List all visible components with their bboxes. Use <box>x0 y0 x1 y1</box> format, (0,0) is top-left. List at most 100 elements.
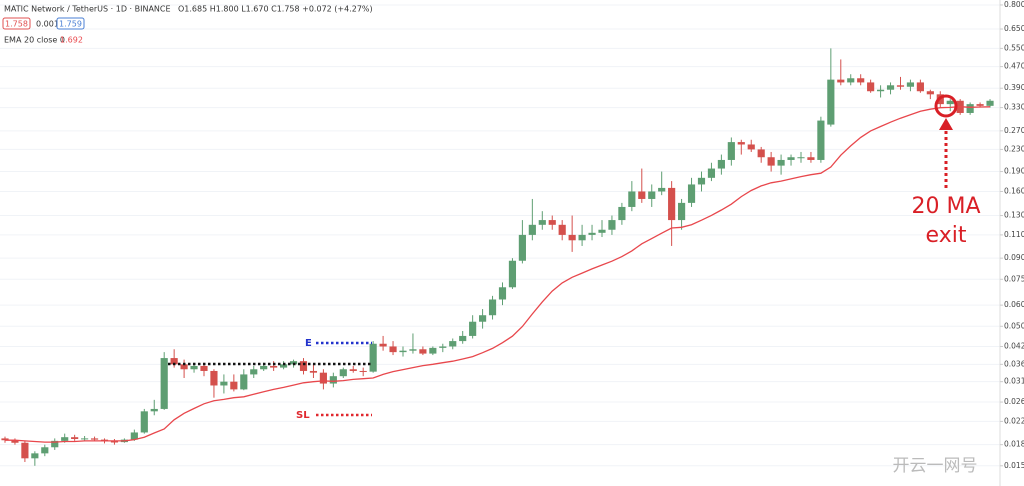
candle-body <box>777 159 785 166</box>
exit-label: 20 MA <box>911 194 980 219</box>
candle-body <box>1 438 9 441</box>
stop-loss-label: SL <box>296 410 310 421</box>
exit-arrow-head <box>939 118 953 130</box>
candle-body <box>449 341 457 347</box>
marks <box>1 48 994 466</box>
candle-body <box>668 187 676 221</box>
candle-body <box>578 234 586 241</box>
y-tick-label: 0.018 <box>1004 440 1024 449</box>
candle-body <box>986 100 994 106</box>
entry-label: E <box>305 338 312 349</box>
candle-body <box>508 260 517 288</box>
candle-body <box>568 234 576 241</box>
candle-body <box>349 369 357 371</box>
candle-body <box>717 159 725 169</box>
candle-body <box>41 447 49 454</box>
candle-body <box>130 432 138 440</box>
candle-body <box>926 91 934 95</box>
candle-body <box>528 224 536 235</box>
candle-body <box>707 168 716 178</box>
y-tick-label: 0.550 <box>1004 43 1024 52</box>
candle-body <box>727 142 735 160</box>
watermark: 开云一网号 <box>893 456 978 476</box>
candle-body <box>737 142 745 145</box>
candle-body <box>389 346 397 353</box>
candle-body <box>548 220 556 225</box>
y-tick-label: 0.160 <box>1004 186 1024 195</box>
candle-body <box>638 191 646 199</box>
y-tick-label: 0.270 <box>1004 126 1024 135</box>
candle-body <box>498 287 507 300</box>
spread-text: 0.001 <box>36 20 59 29</box>
candle-body <box>110 441 119 443</box>
candle-body <box>757 149 765 158</box>
candle-body <box>140 411 148 433</box>
candle-body <box>319 372 327 384</box>
candle-body <box>81 438 89 440</box>
candle-body <box>230 381 238 390</box>
y-tick-label: 0.075 <box>1004 274 1024 283</box>
y-tick-label: 0.130 <box>1004 211 1024 220</box>
candle-body <box>678 202 686 221</box>
y-tick-label: 0.015 <box>1004 461 1024 470</box>
candle-body <box>71 437 79 440</box>
candle-body <box>409 349 417 351</box>
candle-body <box>250 369 258 375</box>
candle-body <box>399 350 407 353</box>
candle-body <box>976 104 984 106</box>
candle-body <box>429 347 437 354</box>
candle-body <box>31 453 39 459</box>
candle-body <box>359 370 367 372</box>
candle-body <box>21 442 29 459</box>
candle-body <box>857 78 865 83</box>
y-tick-label: 0.190 <box>1004 167 1024 176</box>
candle-body <box>11 440 19 443</box>
candle-body <box>260 365 268 370</box>
y-tick-label: 0.050 <box>1004 321 1024 330</box>
candle-body <box>558 224 566 235</box>
candle-body <box>61 437 69 441</box>
grid <box>0 4 1000 467</box>
candle-body <box>280 364 288 368</box>
ema-legend-value: 1.692 <box>60 36 83 45</box>
candle-body <box>896 85 905 87</box>
candle-body <box>170 358 178 365</box>
candle-body <box>946 100 954 105</box>
candle-body <box>966 104 974 113</box>
candle-body <box>90 438 99 440</box>
candle-body <box>648 191 656 199</box>
price-box <box>2 17 31 30</box>
candle-body <box>190 365 198 370</box>
candle-body <box>767 157 775 166</box>
chart-title: MATIC Network / TetherUS · 1D · BINANCE <box>4 5 171 14</box>
y-tick-label: 0.800 <box>1004 0 1024 9</box>
y-tick-label: 0.330 <box>1004 103 1024 112</box>
candle-body <box>439 346 447 348</box>
y-tick-label: 0.390 <box>1004 83 1024 92</box>
ema-legend: EMA 20 close 0 <box>4 36 65 45</box>
y-tick-label: 0.090 <box>1004 253 1024 262</box>
candle-body <box>608 220 616 230</box>
candle-body <box>479 315 487 322</box>
candle-body <box>379 343 387 347</box>
candle-body <box>180 364 188 370</box>
candle-body <box>628 191 636 207</box>
candle-body <box>488 299 497 316</box>
candle-body <box>906 82 915 87</box>
candle-body <box>299 361 308 371</box>
candle-body <box>270 365 278 368</box>
price-box-text: 1.758 <box>5 20 28 29</box>
price-box-text: 1.759 <box>59 20 82 29</box>
ema-line <box>5 106 991 443</box>
y-tick-label: 0.026 <box>1004 397 1024 406</box>
candle-body <box>787 157 795 160</box>
candle-body <box>240 374 248 390</box>
candle-body <box>200 365 208 371</box>
candle-body <box>369 343 377 372</box>
candle-body <box>747 144 755 150</box>
y-tick-label: 0.060 <box>1004 300 1024 309</box>
y-tick-label: 0.470 <box>1004 62 1024 71</box>
candle-body <box>518 234 526 261</box>
candle-body <box>220 381 228 386</box>
